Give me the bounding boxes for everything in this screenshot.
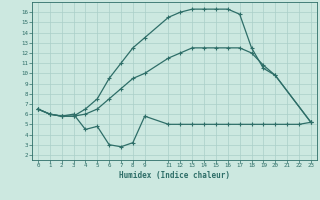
X-axis label: Humidex (Indice chaleur): Humidex (Indice chaleur)	[119, 171, 230, 180]
